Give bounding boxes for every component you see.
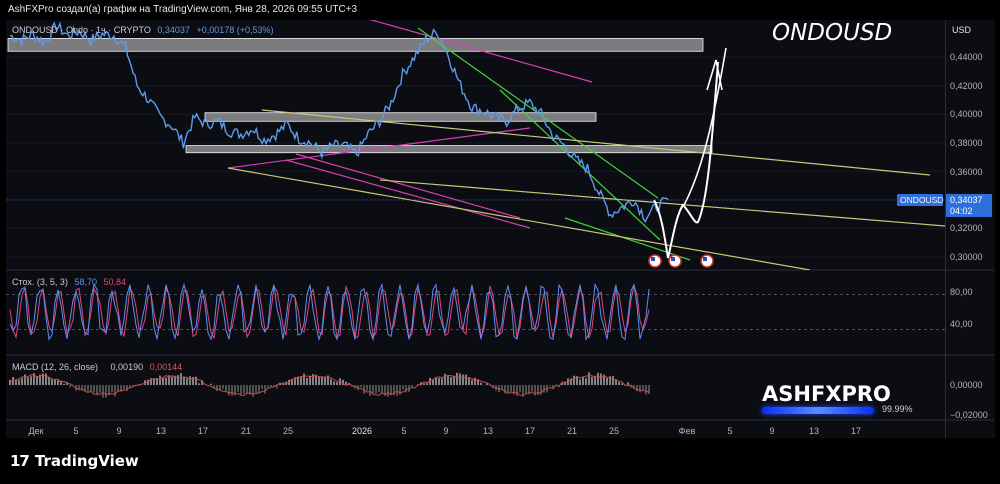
price-tick: 0,32000 — [950, 223, 983, 233]
trendlines-layer — [227, 19, 945, 270]
price-series-line — [9, 21, 669, 224]
macd-tick: 0,00000 — [950, 380, 983, 390]
price-tick: 0,40000 — [950, 109, 983, 119]
last-price-value: 0,34037 — [950, 195, 983, 205]
resistance-zone — [204, 112, 597, 122]
time-axis-label: 17 — [198, 426, 208, 436]
resistance-zone — [185, 145, 713, 154]
us-flag-canton — [703, 257, 707, 261]
countdown-value: 04:02 — [950, 206, 973, 216]
price-tick: 0,30000 — [950, 252, 983, 262]
price-tick: 0,36000 — [950, 167, 983, 177]
last-price-tag — [946, 194, 992, 217]
trendline[interactable] — [499, 89, 661, 241]
time-axis-label: Дек — [28, 426, 43, 436]
event-flags-layer — [648, 254, 714, 268]
stoch-layer — [6, 282, 945, 342]
symbol-price-tag-label: ONDOUSD — [900, 195, 943, 205]
time-axis-label: 9 — [443, 426, 448, 436]
time-axis-label: 21 — [567, 426, 577, 436]
time-axis-label: 25 — [609, 426, 619, 436]
resistance-zone — [7, 38, 704, 52]
time-axis-label: 13 — [156, 426, 166, 436]
trendline[interactable] — [285, 159, 531, 229]
time-axis-label: 5 — [73, 426, 78, 436]
time-axis-label: 5 — [727, 426, 732, 436]
tradingview-logo-icon: 17 — [10, 452, 30, 470]
time-axis-label: 17 — [851, 426, 861, 436]
price-axis-panel[interactable] — [945, 20, 995, 438]
macd-legend: MACD (12, 26, close) 0,00190 0,00144 — [12, 362, 182, 372]
macd-tick: −0,02000 — [950, 410, 988, 420]
projection-path-outline — [683, 47, 727, 206]
main-legend: ONDOUSD · Ondo · 1ч · CRYPTO 0,34037 +0,… — [12, 25, 274, 35]
projection-path — [653, 61, 719, 259]
price-layer — [9, 21, 669, 224]
time-axis-label: 2026 — [352, 426, 372, 436]
us-flag-canton — [651, 257, 655, 261]
time-axis-label: 13 — [483, 426, 493, 436]
macd-line — [9, 374, 650, 397]
tradingview-brand[interactable]: 17 TradingView — [10, 452, 139, 470]
stoch-legend: Стох. (3, 5, 3) 58,70 50,84 — [12, 277, 126, 287]
projection-arrowhead — [706, 59, 723, 91]
trendline[interactable] — [379, 179, 945, 227]
trendline[interactable] — [295, 153, 521, 219]
symbol-overlay-title: ONDOUSD — [772, 20, 893, 46]
price-grid — [6, 56, 945, 258]
price-tick: 0,38000 — [950, 138, 983, 148]
stoch-tick: 40,00 — [950, 319, 973, 329]
trendline[interactable] — [368, 19, 593, 83]
time-axis-label: 13 — [809, 426, 819, 436]
price-tick: 0,44000 — [950, 52, 983, 62]
time-axis-label: 9 — [116, 426, 121, 436]
time-axis-label: 25 — [283, 426, 293, 436]
watermark-title: ASHFXPRO — [762, 382, 891, 406]
time-axis-label: 9 — [769, 426, 774, 436]
macd-layer — [9, 372, 650, 398]
time-axis-label: 21 — [241, 426, 251, 436]
price-tick: 0,42000 — [950, 81, 983, 91]
time-axis-label: 17 — [525, 426, 535, 436]
time-axis-label: 5 — [401, 426, 406, 436]
trendline[interactable] — [261, 109, 931, 176]
zones-layer — [7, 38, 713, 154]
axis-labels-layer: Дек 5 9 13 17 21 25 2026 5 9 13 17 21 25 Фев 5 9 13 17 — [28, 426, 861, 436]
trendline[interactable] — [227, 167, 811, 270]
watermark-percent: 99.99% — [882, 404, 913, 414]
watermark: ASHFXPRO 99.99% — [762, 382, 932, 414]
tradingview-name: TradingView — [34, 452, 139, 470]
us-flag-canton — [671, 257, 675, 261]
stoch-tick: 80,00 — [950, 287, 973, 297]
chart-pane[interactable] — [6, 20, 945, 438]
time-axis-label: Фев — [679, 426, 696, 436]
watermark-progress-bar — [762, 407, 874, 414]
chart-header: AshFXPro создал(а) график на TradingView… — [8, 4, 358, 15]
stoch-k-line — [9, 282, 650, 342]
projection-layer — [653, 47, 727, 259]
trendline[interactable] — [227, 127, 531, 169]
axis-currency: USD — [952, 25, 972, 35]
